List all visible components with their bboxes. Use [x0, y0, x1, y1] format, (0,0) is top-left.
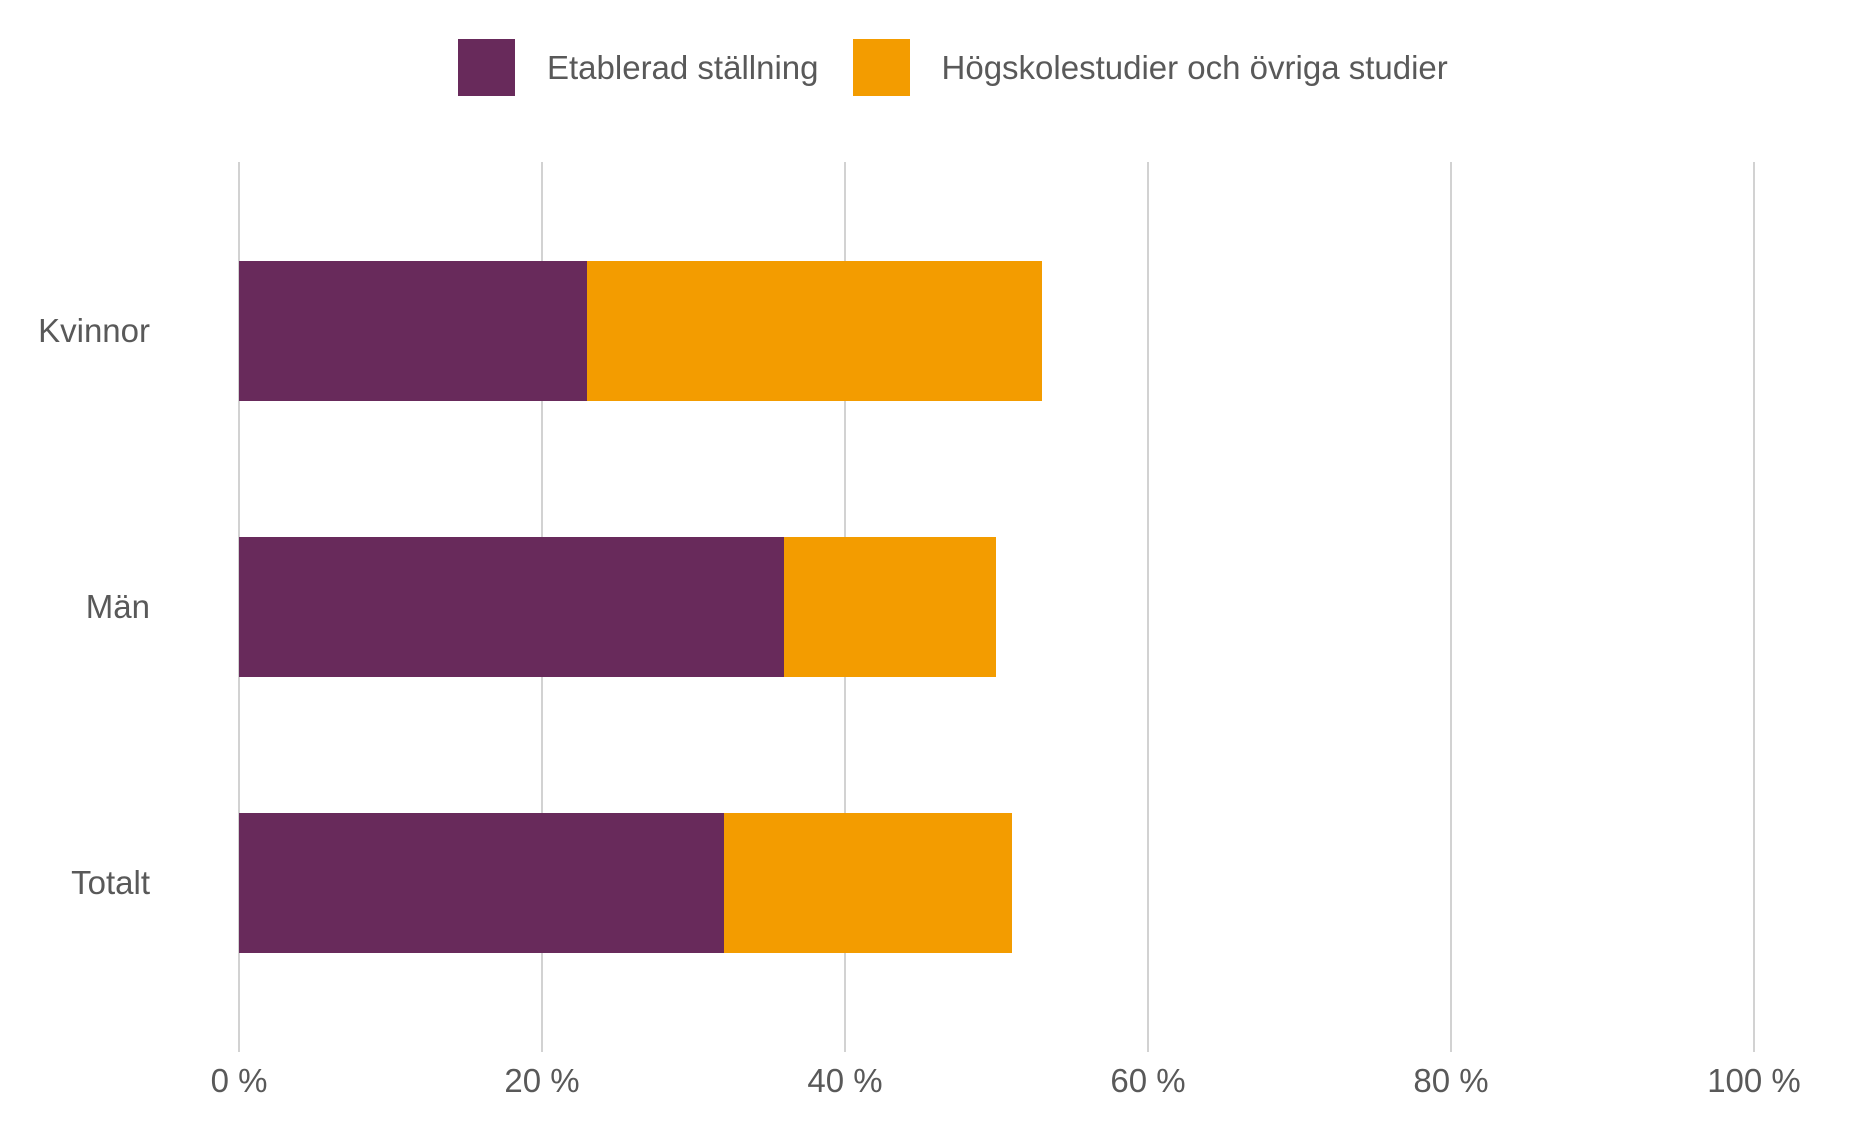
bar-segment	[239, 537, 785, 677]
bar-segment	[723, 813, 1012, 953]
bar-row-kvinnor	[239, 261, 1042, 401]
legend-swatch-orange	[852, 39, 910, 96]
legend-label-etablerad: Etablerad ställning	[547, 49, 819, 86]
gridline-100	[1753, 162, 1755, 1052]
bar-segment	[239, 261, 588, 401]
legend-swatch-purple	[458, 39, 515, 96]
category-label-män: Män	[85, 588, 150, 625]
bar-segment	[239, 813, 724, 953]
x-tick-label-100: 100 %	[1707, 1062, 1801, 1099]
x-tick-label-0: 0 %	[210, 1062, 268, 1099]
x-tick-label-60: 60 %	[1110, 1062, 1186, 1099]
x-tick-label-80: 80 %	[1413, 1062, 1489, 1099]
legend: Etablerad ställning Högskolestudier och …	[458, 39, 1448, 96]
x-tick-label-20: 20 %	[504, 1062, 580, 1099]
legend-item-etablerad: Etablerad ställning	[458, 39, 819, 96]
gridline-60	[1147, 162, 1149, 1052]
legend-label-studier: Högskolestudier och övriga studier	[941, 49, 1448, 86]
category-label-totalt: Totalt	[71, 864, 150, 901]
legend-item-studier: Högskolestudier och övriga studier	[852, 39, 1448, 96]
category-label-kvinnor: Kvinnor	[38, 312, 150, 349]
bar-row-totalt	[239, 813, 1012, 953]
bar-segment	[784, 537, 997, 677]
x-tick-label-40: 40 %	[807, 1062, 883, 1099]
plot-area	[238, 162, 1755, 1052]
gridline-80	[1450, 162, 1452, 1052]
bar-segment	[587, 261, 1042, 401]
bar-row-män	[239, 537, 997, 677]
